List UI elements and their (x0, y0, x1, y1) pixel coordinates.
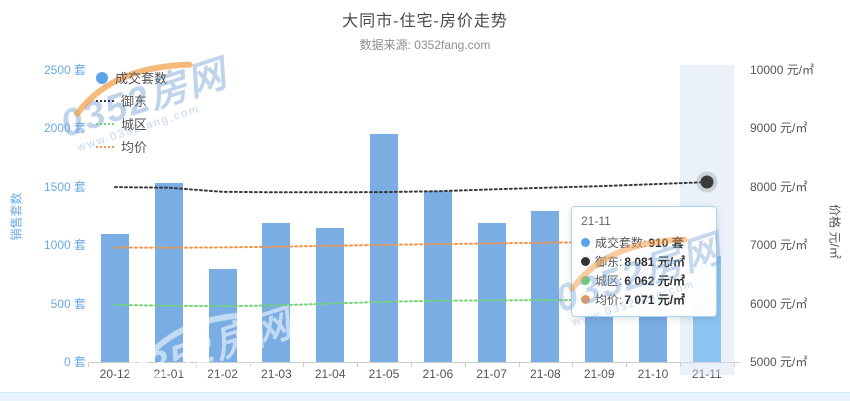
y-left-tick-label: 1500 套 (43, 179, 86, 194)
y-left-tick-label: 500 套 (50, 296, 86, 311)
x-axis-label: 21-08 (530, 367, 561, 381)
tooltip-row: 均价 7 071 元/㎡ (581, 290, 707, 309)
legend: 成交套数 御东 城区 均价 (96, 66, 167, 158)
x-axis-label: 21-02 (207, 367, 238, 381)
x-axis-label: 20-12 (99, 367, 131, 381)
legend-item-chengqu[interactable]: 城区 (96, 112, 167, 135)
x-axis-tick (733, 362, 735, 367)
legend-item-junjia[interactable]: 均价 (96, 135, 167, 158)
x-axis-label: 21-03 (261, 367, 292, 381)
tooltip: 21-11 成交套数 910 套 御东 8 081 元/㎡ 城区 6 062 元… (571, 206, 717, 317)
bar-series-swatch-icon (96, 71, 108, 84)
series-dot-icon (581, 257, 590, 266)
tooltip-category: 21-11 (581, 214, 611, 228)
dotted-line-swatch-icon (96, 145, 114, 148)
x-axis-label: 21-04 (314, 367, 346, 381)
x-axis-label: 21-06 (422, 367, 454, 381)
x-axis-label: 21-05 (368, 367, 400, 381)
x-axis-tick (464, 362, 466, 367)
legend-item-yudong[interactable]: 御东 (96, 89, 167, 112)
x-axis-tick (572, 362, 574, 367)
legend-label: 御东 (121, 94, 148, 109)
x-axis-line (90, 362, 740, 363)
dotted-line-swatch-icon (96, 99, 114, 102)
bar-21-01[interactable] (154, 183, 183, 362)
yudong-endpoint-marker-icon (700, 175, 714, 189)
bar-21-03[interactable] (262, 223, 291, 362)
x-axis-tick (88, 362, 90, 367)
legend-item-chengjiao[interactable]: 成交套数 (96, 66, 167, 89)
tooltip-row: 成交套数 910 套 (581, 233, 707, 252)
y-left-tick-label: 2000 套 (43, 121, 86, 136)
tooltip-value: 7 071 元/㎡ (624, 293, 686, 307)
tooltip-label: 御东 (595, 253, 622, 270)
bar-21-07[interactable] (477, 223, 506, 362)
y-left-tick-label: 0 套 (63, 355, 86, 369)
x-axis-tick (518, 362, 520, 367)
chart-subtitle: 数据来源: 0352fang.com (359, 38, 491, 52)
watermark-swoosh-icon (139, 311, 258, 367)
legend-label: 城区 (121, 117, 148, 132)
tooltip-value: 6 062 元/㎡ (624, 274, 686, 288)
bar-20-12[interactable] (101, 234, 129, 362)
series-dot-icon (581, 295, 590, 304)
x-axis-tick (357, 362, 359, 367)
data-zoom-slider[interactable] (0, 392, 850, 401)
x-axis-tick (303, 362, 305, 367)
bar-21-05[interactable] (370, 134, 398, 362)
y-right-tick-label: 9000 元/㎡ (750, 121, 808, 136)
x-axis-tick (626, 362, 628, 367)
x-axis-tick (679, 362, 681, 367)
x-axis-label: 21-10 (637, 367, 669, 381)
y-right-tick-label: 7000 元/㎡ (750, 238, 808, 253)
x-axis-label: 21-11 (691, 367, 722, 381)
legend-label: 均价 (121, 140, 148, 155)
y-right-tick-label: 8000 元/㎡ (750, 179, 808, 194)
bar-21-04[interactable] (316, 227, 345, 362)
x-axis-tick (410, 362, 412, 367)
x-axis-label: 21-09 (583, 367, 615, 381)
y-right-tick-label: 10000 元/㎡ (750, 63, 815, 77)
x-axis-label: 21-01 (153, 367, 185, 381)
dotted-line-swatch-icon (96, 122, 114, 125)
line-yudong (114, 181, 708, 194)
tooltip-value: 8 081 元/㎡ (624, 255, 686, 269)
chart-title: 大同市-住宅-房价走势 (342, 13, 508, 30)
tooltip-label: 城区 (595, 272, 622, 289)
x-axis-label: 21-07 (476, 367, 507, 381)
y-left-tick-label: 2500 套 (43, 63, 86, 77)
bar-21-08[interactable] (531, 210, 560, 362)
bar-21-02[interactable] (208, 269, 237, 362)
tooltip-value: 910 套 (648, 236, 684, 250)
tooltip-row: 御东 8 081 元/㎡ (581, 252, 707, 271)
tooltip-row: 城区 6 062 元/㎡ (581, 271, 707, 290)
y-right-tick-label: 6000 元/㎡ (750, 296, 808, 311)
tooltip-label: 成交套数 (595, 234, 646, 251)
tooltip-label: 均价 (595, 291, 622, 308)
legend-label: 成交套数 (115, 71, 168, 86)
y-right-tick-label: 5000 元/㎡ (750, 355, 808, 369)
y-axis-right-name: 价格 元/㎡ (827, 204, 842, 259)
series-dot-icon (581, 238, 590, 247)
y-left-tick-label: 1000 套 (43, 238, 86, 253)
series-dot-icon (581, 276, 590, 285)
bar-21-06[interactable] (423, 190, 452, 362)
